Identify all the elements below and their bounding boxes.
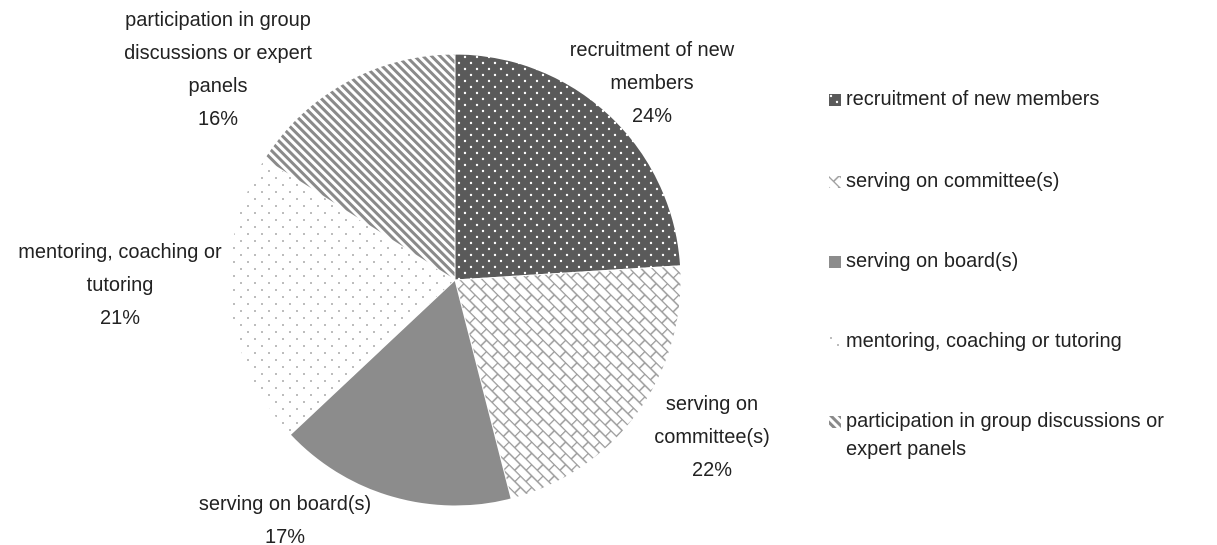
pie-slice [454, 265, 682, 500]
legend-label: recruitment of new members [846, 88, 1100, 110]
legend-label: serving on board(s) [846, 250, 1019, 272]
legend-swatch [829, 416, 841, 428]
legend-entry: recruitment of new members [828, 85, 1208, 113]
pie-slice [263, 53, 456, 281]
data-label-value: 16% [197, 108, 239, 130]
legend-entry: serving on committee(s) [828, 167, 1208, 195]
legend-label: serving on committee(s) [846, 170, 1060, 192]
legend-swatch [829, 176, 841, 188]
legend-swatch-fill [829, 256, 841, 268]
data-label-value: 17% [264, 526, 306, 545]
data-label-category: serving on board(s) [198, 493, 372, 515]
legend-entry: mentoring, coaching or tutoring [828, 327, 1208, 355]
pie-slice [228, 158, 456, 436]
legend-entry: participation in group discussions or ex… [828, 407, 1208, 463]
pie-slice [454, 53, 682, 281]
data-label-category: serving on committee(s) [654, 393, 770, 448]
data-label: serving on committee(s) 22% [632, 388, 792, 487]
legend-swatch-fill [829, 176, 841, 188]
legend-entry: serving on board(s) [828, 247, 1208, 275]
legend-swatch-fill [829, 336, 841, 348]
pie-slice [289, 279, 512, 507]
legend-swatch-fill [829, 94, 841, 106]
data-label: participation in group discussions or ex… [98, 4, 338, 136]
data-label-category: recruitment of new members [569, 39, 735, 94]
data-label: serving on board(s) 17% [155, 488, 415, 545]
data-label: mentoring, coaching or tutoring 21% [0, 236, 240, 335]
legend-label: participation in group discussions or ex… [846, 410, 1164, 460]
legend-swatch [829, 94, 841, 106]
data-label-value: 22% [691, 459, 733, 481]
data-label-category: participation in group discussions or ex… [124, 9, 312, 97]
legend-swatch-fill [829, 416, 841, 428]
legend-swatch [829, 336, 841, 348]
legend-swatch [829, 256, 841, 268]
legend-label: mentoring, coaching or tutoring [846, 330, 1122, 352]
data-label-category: mentoring, coaching or tutoring [18, 241, 222, 296]
data-label-value: 24% [631, 105, 673, 127]
data-label: recruitment of new members 24% [552, 34, 752, 133]
data-label-value: 21% [99, 307, 141, 329]
